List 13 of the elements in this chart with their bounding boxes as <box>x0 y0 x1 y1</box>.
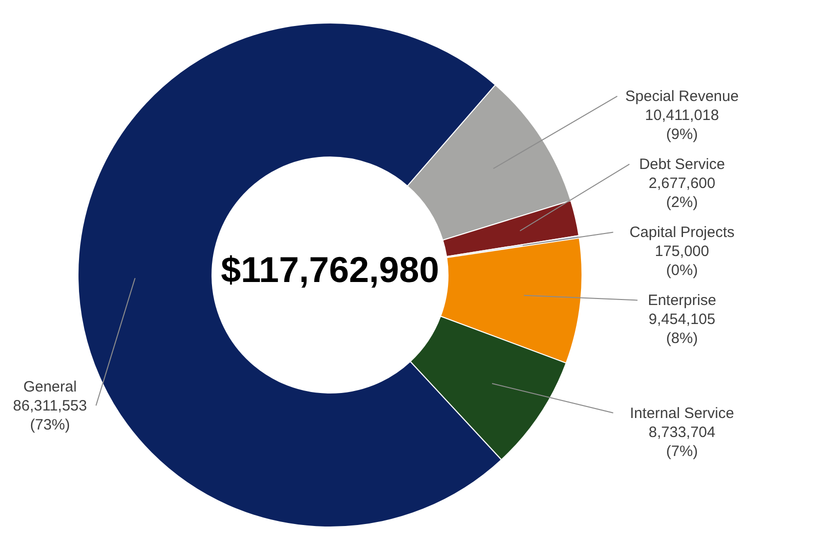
text: $117,762,980 <box>220 249 440 291</box>
data-label: 9,454,105 (8%) <box>648 311 716 348</box>
data-label: 8,733,704 (7%) <box>648 424 716 460</box>
data-label: 86,311,553 (73%) <box>13 398 87 434</box>
data-label: 175,000 (0%) <box>654 243 710 280</box>
data-label: 2,677,600 (2%) <box>648 175 716 212</box>
slice-label: General <box>23 378 77 396</box>
slice-label: Enterprise <box>648 292 716 310</box>
data-label: 10,411,018 (9%) <box>645 107 719 144</box>
slice-label: Capital Projects <box>629 224 735 242</box>
slice-label: Debt Service <box>639 156 725 174</box>
slice-label: Special Revenue <box>625 88 739 106</box>
slice-label: Internal Service <box>630 404 734 422</box>
